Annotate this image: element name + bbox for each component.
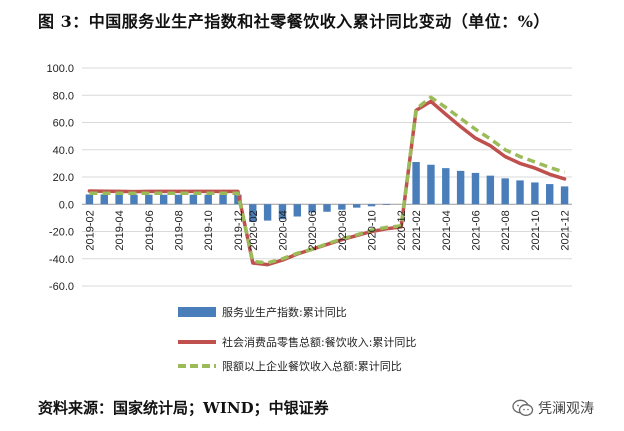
- y-tick-label: 0.0: [59, 199, 74, 211]
- bar: [367, 204, 376, 207]
- bar: [293, 204, 302, 217]
- x-tick-label: 2021-02: [411, 210, 423, 250]
- x-tick-label: 2019-04: [114, 210, 126, 250]
- page-title: 图 3：中国服务业生产指数和社零餐饮收入累计同比变动（单位：%）: [38, 12, 550, 31]
- x-tick-label: 2020-02: [248, 210, 260, 250]
- bar: [189, 194, 198, 205]
- legend-label: 社会消费品零售总额:餐饮收入:累计同比: [222, 335, 416, 349]
- x-tick-label: 2021-08: [500, 210, 512, 250]
- bar: [204, 194, 212, 205]
- watermark: 凭澜观涛: [512, 398, 594, 418]
- bar: [516, 180, 524, 205]
- bar: [427, 164, 435, 205]
- x-tick-label: 2019-02: [84, 210, 96, 250]
- y-tick-label: -40.0: [49, 254, 74, 266]
- bar: [159, 194, 168, 205]
- bar: [219, 194, 227, 205]
- x-tick-label: 2021-06: [470, 210, 482, 250]
- series-line-dashed: [89, 95, 566, 265]
- bar: [308, 204, 316, 213]
- legend: 服务业生产指数:累计同比社会消费品零售总额:餐饮收入:累计同比限额以上企业餐饮收…: [178, 305, 416, 373]
- bar: [486, 175, 495, 205]
- y-tick-label: 80.0: [53, 90, 74, 102]
- y-tick-label: -60.0: [49, 281, 74, 293]
- bar: [249, 204, 257, 222]
- y-tick-label: -20.0: [49, 227, 74, 239]
- grid-lines: [82, 67, 572, 287]
- bar: [100, 194, 108, 205]
- series-line: [87, 99, 567, 267]
- bar: [412, 162, 420, 205]
- x-tick-label: 2021-10: [530, 210, 542, 250]
- bar: [323, 204, 331, 212]
- y-tick-label: 40.0: [53, 145, 74, 157]
- x-tick-label: 2019-12: [233, 210, 245, 250]
- bar: [382, 204, 391, 205]
- bar: [115, 194, 123, 205]
- x-tick-label: 2020-12: [396, 210, 408, 250]
- bar: [85, 194, 94, 205]
- y-tick-label: 20.0: [53, 172, 74, 184]
- x-tick-label: 2021-12: [560, 210, 572, 250]
- y-tick-label: 100.0: [46, 63, 74, 75]
- bar: [278, 204, 287, 220]
- legend-swatch: [178, 307, 216, 317]
- bar: [501, 178, 509, 205]
- bar: [352, 204, 361, 208]
- x-tick-label: 2020-08: [337, 210, 349, 250]
- x-tick-label: 2020-10: [367, 210, 379, 250]
- bar-series: [85, 162, 569, 222]
- watermark-text: 凭澜观涛: [538, 401, 594, 417]
- wechat-icon: [512, 399, 534, 416]
- x-tick-label: 2019-06: [144, 210, 156, 250]
- bar: [145, 194, 153, 205]
- x-tick-label: 2020-04: [277, 210, 289, 250]
- line-series: [87, 95, 567, 267]
- legend-label: 限额以上企业餐饮收入总额:累计同比: [222, 359, 402, 373]
- x-tick-label: 2020-06: [307, 210, 319, 250]
- bar: [338, 204, 346, 210]
- bar: [531, 182, 539, 205]
- legend-label: 服务业生产指数:累计同比: [222, 305, 347, 319]
- y-tick-label: 60.0: [53, 118, 74, 130]
- x-tick-label: 2019-08: [174, 210, 186, 250]
- x-tick-label: 2021-04: [441, 210, 453, 250]
- x-axis-ticks: 2019-02 2019-04 2019-06 2019-08 2019-10 2019-…: [84, 210, 571, 250]
- source-note: 资料来源：国家统计局；WIND；中银证券: [38, 399, 329, 417]
- bar: [560, 186, 569, 205]
- bar: [456, 170, 465, 205]
- bar: [442, 168, 450, 205]
- bar: [471, 172, 480, 205]
- bar: [263, 204, 272, 221]
- x-tick-label: 2019-10: [203, 210, 215, 250]
- y-axis-ticks: 100.0 80.0 60.0 40.0 20.0 0.0 -20.0 -40.0 -60.0: [46, 63, 74, 293]
- bar: [546, 184, 554, 205]
- bar: [130, 194, 138, 205]
- bar: [174, 194, 183, 205]
